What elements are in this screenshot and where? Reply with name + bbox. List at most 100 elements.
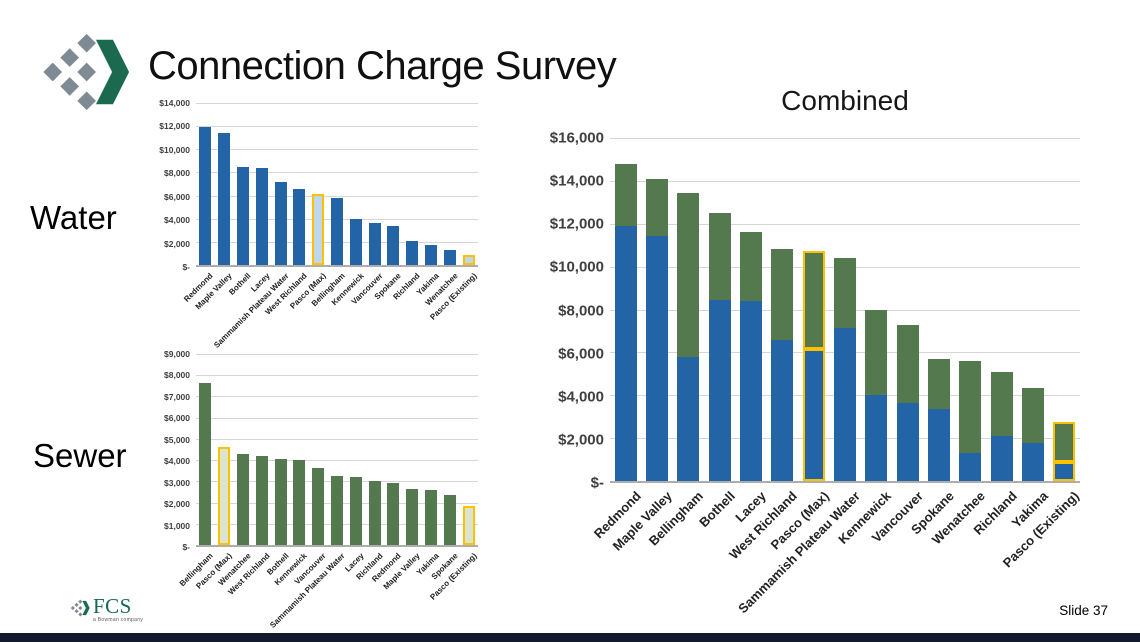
bar-pasco-max (218, 447, 231, 545)
y-tick-label: $14,000 (549, 172, 604, 190)
water-chart-x-axis: Redmond Maple Valley Bothell Lacey Sammamish… (183, 268, 479, 349)
bar-yakima (1022, 387, 1044, 481)
gridline (196, 195, 478, 197)
bar-west-richland (293, 188, 306, 265)
gridline (196, 396, 478, 398)
gridline (610, 223, 1080, 225)
bar-west-richland (771, 249, 794, 481)
bar-segment-sewer (928, 358, 950, 410)
bar-segment-sewer (771, 249, 794, 340)
y-tick-label: $12,000 (549, 215, 604, 233)
bar-maple-valley (406, 488, 419, 545)
bar-pasco-existing (1053, 422, 1076, 481)
bar-segment-sewer (802, 250, 825, 350)
bar-yakima (425, 489, 437, 545)
bar-vancouver (312, 467, 325, 545)
bar-segment-water (959, 453, 982, 481)
bar-segment-water (928, 409, 950, 481)
bar-redmond (614, 163, 637, 481)
bar-segment-sewer (990, 371, 1013, 436)
bar-pasco-existing (462, 254, 475, 265)
bar-sammamish-plateau-water (834, 258, 856, 481)
fcs-footer-logo: FCS a Bowman company (70, 596, 143, 623)
y-tick-label: $14,000 (159, 97, 190, 108)
bar-segment-sewer (896, 324, 919, 403)
y-tick-label: $- (182, 541, 190, 552)
bar-west-richland (255, 455, 268, 545)
bar-segment-water (1022, 443, 1044, 481)
gridline (610, 138, 1080, 139)
y-tick-label: $8,000 (164, 370, 190, 381)
bar-lacey (740, 232, 762, 481)
bar-segment-sewer (959, 360, 982, 454)
sewer-chart-y-axis: $- $1,000 $2,000 $3,000 $4,000 $5,000 $6,000 $7… (150, 350, 196, 551)
y-tick-label: $9,000 (164, 348, 190, 359)
fcs-logo-text: FCS (93, 594, 132, 618)
combined-chart-x-axis: Redmond Maple Valley Bellingham Bothell Lace… (591, 485, 1083, 616)
sewer-chart: $- $1,000 $2,000 $3,000 $4,000 $5,000 $6,000 $7… (150, 342, 482, 642)
bar-segment-sewer (740, 232, 762, 301)
bar-segment-water (865, 395, 888, 481)
y-tick-label: $5,000 (164, 434, 190, 445)
bar-redmond (387, 483, 400, 545)
fcs-logo-tagline: a Bowman company (93, 617, 144, 623)
y-tick-label: $3,000 (164, 477, 190, 488)
bar-kennewick (865, 309, 888, 481)
bar-wenatchee (443, 249, 456, 265)
sewer-chart-plot-area (196, 354, 478, 547)
bar-segment-sewer (1022, 387, 1044, 444)
y-tick-label: $4,000 (164, 455, 190, 466)
y-tick-label: $1,000 (164, 520, 190, 531)
y-tick-label: $8,000 (164, 168, 190, 179)
bar-segment-water (740, 300, 762, 481)
combined-chart: Combined $- $2,000 $4,000 $6,000 $8,000 $10,0… (540, 85, 1100, 625)
sewer-chart-x-axis: Bellingham Pasco (Max) Wenatchee West Richl… (178, 548, 478, 638)
gridline (196, 354, 478, 355)
combined-chart-plot-area (610, 138, 1080, 483)
bar-wenatchee (236, 453, 249, 545)
y-tick-label: $2,000 (164, 498, 190, 509)
bar-sammamish-plateau-water (274, 182, 287, 265)
bar-richland (368, 481, 381, 545)
bar-segment-sewer (708, 213, 731, 300)
bar-segment-sewer (614, 163, 637, 226)
y-tick-label: $4,000 (558, 388, 604, 406)
bar-segment-water (614, 225, 637, 481)
y-tick-label: $10,000 (549, 258, 604, 276)
bar-segment-water (990, 435, 1013, 481)
y-tick-label: $10,000 (159, 144, 190, 155)
bar-segment-water (802, 349, 825, 481)
water-chart: $- $2,000 $4,000 $6,000 $8,000 $10,000 $12,000… (150, 95, 482, 350)
y-tick-label: $4,000 (164, 214, 190, 225)
gridline (196, 375, 478, 377)
gridline (196, 149, 478, 151)
bar-segment-water (708, 299, 731, 481)
bar-bellingham (331, 197, 343, 265)
y-tick-label: $2,000 (558, 431, 604, 449)
bar-vancouver (368, 222, 381, 265)
bar-segment-sewer (865, 309, 888, 396)
bar-segment-water (677, 356, 700, 481)
combined-chart-title: Combined (781, 85, 909, 116)
gridline (196, 172, 478, 174)
y-tick-label: $- (590, 474, 604, 492)
bar-spokane (443, 495, 456, 545)
bar-sammamish-plateau-water (331, 476, 343, 545)
gridline (196, 126, 478, 128)
bar-bellingham (199, 382, 212, 545)
bar-segment-water (834, 327, 856, 481)
bar-segment-sewer (1053, 422, 1076, 462)
bar-segment-water (1053, 461, 1076, 481)
slide-number: Slide 37 (1059, 603, 1108, 618)
water-chart-plot-area (196, 103, 478, 267)
bar-segment-water (771, 339, 794, 481)
bar-spokane (928, 358, 950, 481)
bar-bothell (274, 459, 287, 545)
bar-pasco-existing (462, 505, 475, 545)
bar-segment-water (896, 402, 919, 481)
footer-strip (0, 633, 1140, 642)
y-tick-label: $16,000 (549, 129, 604, 147)
bar-segment-sewer (834, 258, 856, 328)
bar-wenatchee (959, 360, 982, 481)
fcs-diamonds-chevron-logo-icon (43, 33, 130, 111)
